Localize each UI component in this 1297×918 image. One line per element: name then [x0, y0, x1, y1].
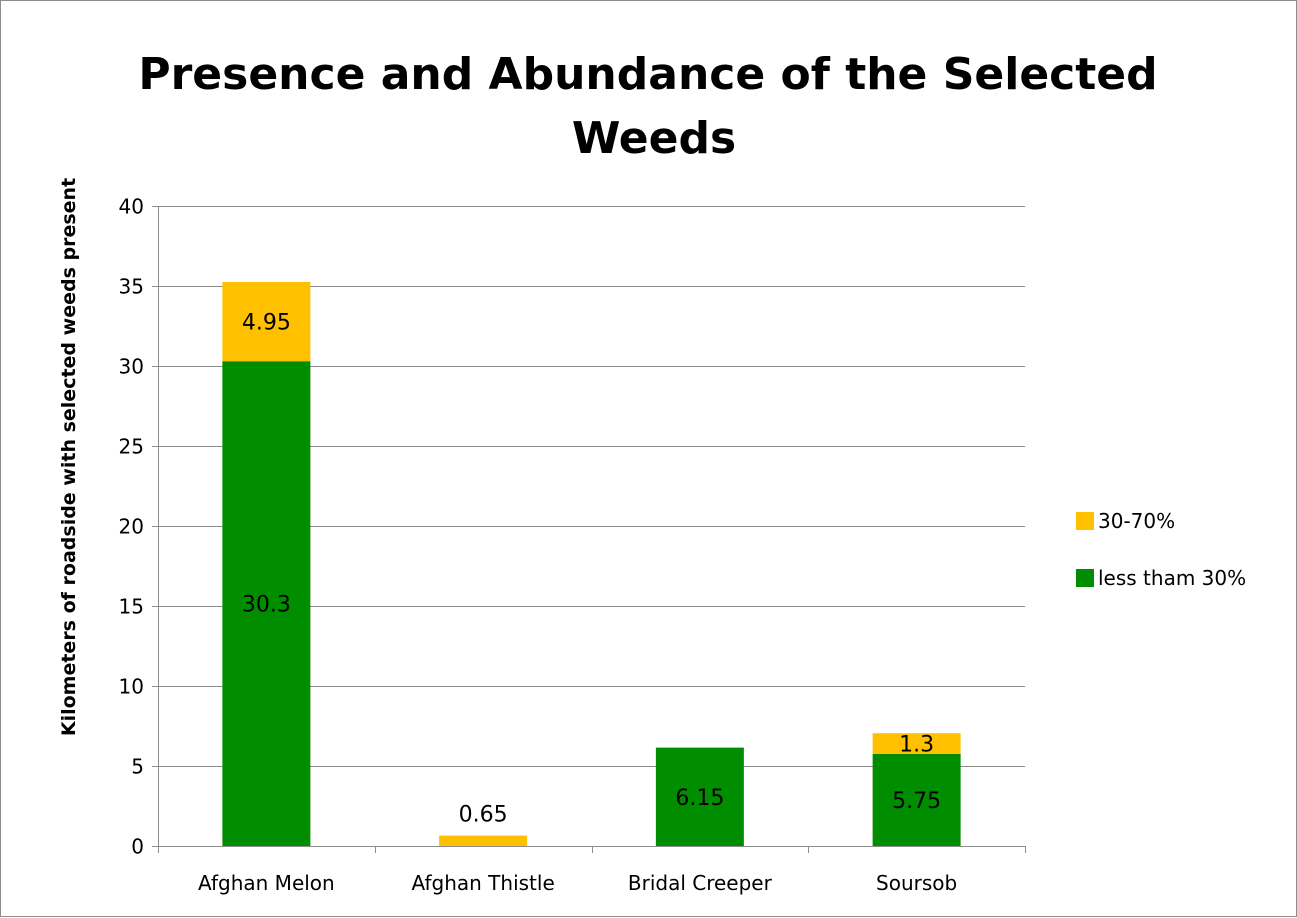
- x-tick-label: Bridal Creeper: [628, 871, 773, 895]
- legend-swatch: [1076, 512, 1094, 530]
- x-tick-label: Afghan Melon: [198, 871, 335, 895]
- y-tick-label: 40: [119, 195, 144, 219]
- bar-30-70: [872, 733, 961, 754]
- data-label: 1.3: [899, 733, 934, 758]
- y-tick-label: 10: [119, 675, 144, 699]
- data-label: 5.75: [892, 789, 941, 814]
- y-tick-label: 0: [131, 835, 144, 859]
- y-axis-label: Kilometers of roadside with selected wee…: [58, 178, 80, 736]
- bar-30-70: [439, 835, 528, 846]
- chart-title-line-2: Weeds: [572, 113, 736, 164]
- x-tick-label: Soursob: [876, 871, 957, 895]
- y-tick-label: 30: [119, 355, 144, 379]
- y-axis: 0 5 10 15 20 25 30 35 40: [119, 195, 159, 859]
- x-axis: Afghan Melon Afghan Thistle Bridal Creeper…: [152, 846, 1026, 895]
- y-tick-label: 5: [131, 755, 144, 779]
- data-label: 6.15: [675, 786, 724, 811]
- legend: 30-70% less tham 30%: [1076, 509, 1246, 590]
- y-tick-label: 15: [119, 595, 144, 619]
- bar-less-than-30: [872, 754, 961, 846]
- legend-label: less tham 30%: [1098, 566, 1246, 590]
- x-tick-label: Afghan Thistle: [412, 871, 555, 895]
- data-label: 30.3: [242, 593, 291, 618]
- bar-less-than-30: [222, 361, 311, 846]
- data-label: 0.65: [459, 803, 508, 828]
- y-tick-label: 25: [119, 435, 144, 459]
- legend-label: 30-70%: [1098, 509, 1175, 533]
- bar-30-70: [222, 282, 311, 362]
- y-tick-label: 35: [119, 275, 144, 299]
- legend-swatch: [1076, 569, 1094, 587]
- y-tick-label: 20: [119, 515, 144, 539]
- chart-title-line-1: Presence and Abundance of the Selected: [138, 49, 1157, 100]
- data-label: 4.95: [242, 311, 291, 336]
- bar-less-than-30: [655, 747, 744, 846]
- bars: 30.3 4.95 0.65 6.15 5.75 1.3: [222, 282, 961, 846]
